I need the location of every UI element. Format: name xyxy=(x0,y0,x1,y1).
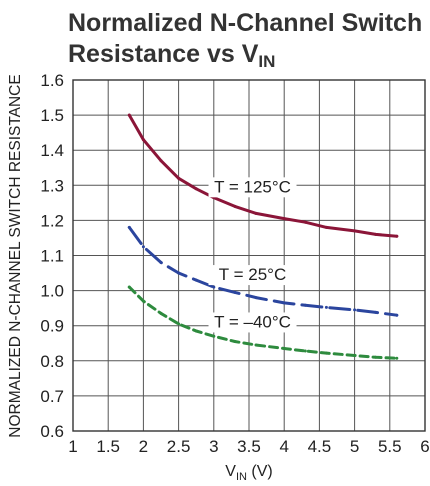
data-point xyxy=(374,355,378,359)
data-point xyxy=(395,234,399,238)
data-point xyxy=(159,159,163,163)
x-tick-label: 4 xyxy=(279,437,288,456)
data-point xyxy=(282,347,286,350)
chart-title-line2-text: Resistance vs V xyxy=(68,40,259,68)
data-point xyxy=(374,310,378,314)
data-point xyxy=(233,290,237,294)
data-point xyxy=(233,340,237,343)
series-label: T = 25°C xyxy=(219,265,286,284)
series-label-background xyxy=(208,265,297,286)
data-point xyxy=(324,225,328,229)
x-tick-label: 1.5 xyxy=(96,437,120,456)
chart-title-line2-subscript: IN xyxy=(258,52,275,71)
data-point xyxy=(127,113,131,117)
x-tick-label: 4.5 xyxy=(308,437,332,456)
data-point xyxy=(395,313,399,317)
series-label: T = 125°C xyxy=(214,177,291,196)
data-point xyxy=(177,271,181,275)
data-point xyxy=(324,305,328,309)
y-tick-label: 1.0 xyxy=(40,282,64,301)
data-point xyxy=(141,299,145,303)
data-point xyxy=(303,349,307,353)
data-point xyxy=(303,303,307,307)
y-tick-label: 0.6 xyxy=(40,422,64,441)
data-point xyxy=(141,138,145,142)
x-tick-label: 5 xyxy=(350,437,359,456)
x-axis-label: VIN (V) xyxy=(225,463,272,483)
series-line xyxy=(127,225,399,317)
y-tick-label: 0.8 xyxy=(40,352,64,371)
series-label-background xyxy=(208,312,297,333)
series-layer: T = 125°C T = 25°C T = –40°C xyxy=(127,113,399,360)
x-tick-label: 6 xyxy=(420,437,429,456)
y-tick-label: 1.5 xyxy=(40,106,64,125)
data-point xyxy=(254,296,258,300)
y-tick-label: 1.1 xyxy=(40,247,64,266)
data-point xyxy=(212,334,216,338)
x-axis-label-main: V xyxy=(225,463,236,480)
y-axis-label: NORMALIZED N-CHANNEL SWITCH RESISTANCE xyxy=(7,74,24,437)
data-point xyxy=(194,187,198,191)
x-tick-label: 1 xyxy=(68,437,77,456)
series-label: T = –40°C xyxy=(214,312,291,331)
data-point xyxy=(254,211,258,215)
y-tick-label: 0.7 xyxy=(40,387,64,406)
data-point xyxy=(177,322,181,326)
data-point xyxy=(194,329,198,333)
x-axis-label-unit: (V) xyxy=(247,463,273,480)
data-point xyxy=(282,217,286,221)
data-point xyxy=(353,308,357,312)
data-point xyxy=(194,278,198,282)
data-point xyxy=(177,176,181,180)
x-tick-label: 3.5 xyxy=(237,437,261,456)
data-point xyxy=(254,343,258,347)
y-tick-label: 1.4 xyxy=(40,141,64,160)
data-point xyxy=(233,204,237,208)
series-line xyxy=(127,113,399,238)
y-tick-label: 1.6 xyxy=(40,71,64,90)
data-point xyxy=(374,232,378,236)
y-tick-label: 1.2 xyxy=(40,211,64,230)
series-line xyxy=(127,285,399,360)
x-tick-label: 5.5 xyxy=(378,437,402,456)
data-point xyxy=(324,351,328,355)
data-point xyxy=(127,285,131,289)
y-tick-label: 0.9 xyxy=(40,317,64,336)
x-axis-label-subscript: IN xyxy=(236,471,247,483)
data-point xyxy=(282,301,286,305)
chart-title-line1: Normalized N-Channel Switch xyxy=(68,9,422,37)
data-point xyxy=(395,356,399,360)
plot-frame xyxy=(72,79,426,432)
grid-layer xyxy=(73,80,425,431)
data-point xyxy=(353,229,357,233)
data-point xyxy=(127,225,131,229)
data-point xyxy=(303,220,307,224)
y-tick-label: 1.3 xyxy=(40,176,64,195)
x-tick-label: 2.5 xyxy=(167,437,191,456)
series-label-background xyxy=(208,177,297,198)
x-tick-label: 3 xyxy=(209,437,218,456)
x-tick-label: 2 xyxy=(139,437,148,456)
data-point xyxy=(159,261,163,264)
tick-labels: 1 1.5 2 2.5 3 3.5 4 4.5 5 5.5 6 0.6 0.7 0.8 0.9 1.0 1.1 1… xyxy=(40,71,429,456)
data-point xyxy=(353,354,357,357)
chart-title-line2: Resistance vs VIN xyxy=(68,40,275,71)
data-point xyxy=(141,245,145,249)
data-point xyxy=(212,285,216,289)
data-point xyxy=(159,311,163,315)
